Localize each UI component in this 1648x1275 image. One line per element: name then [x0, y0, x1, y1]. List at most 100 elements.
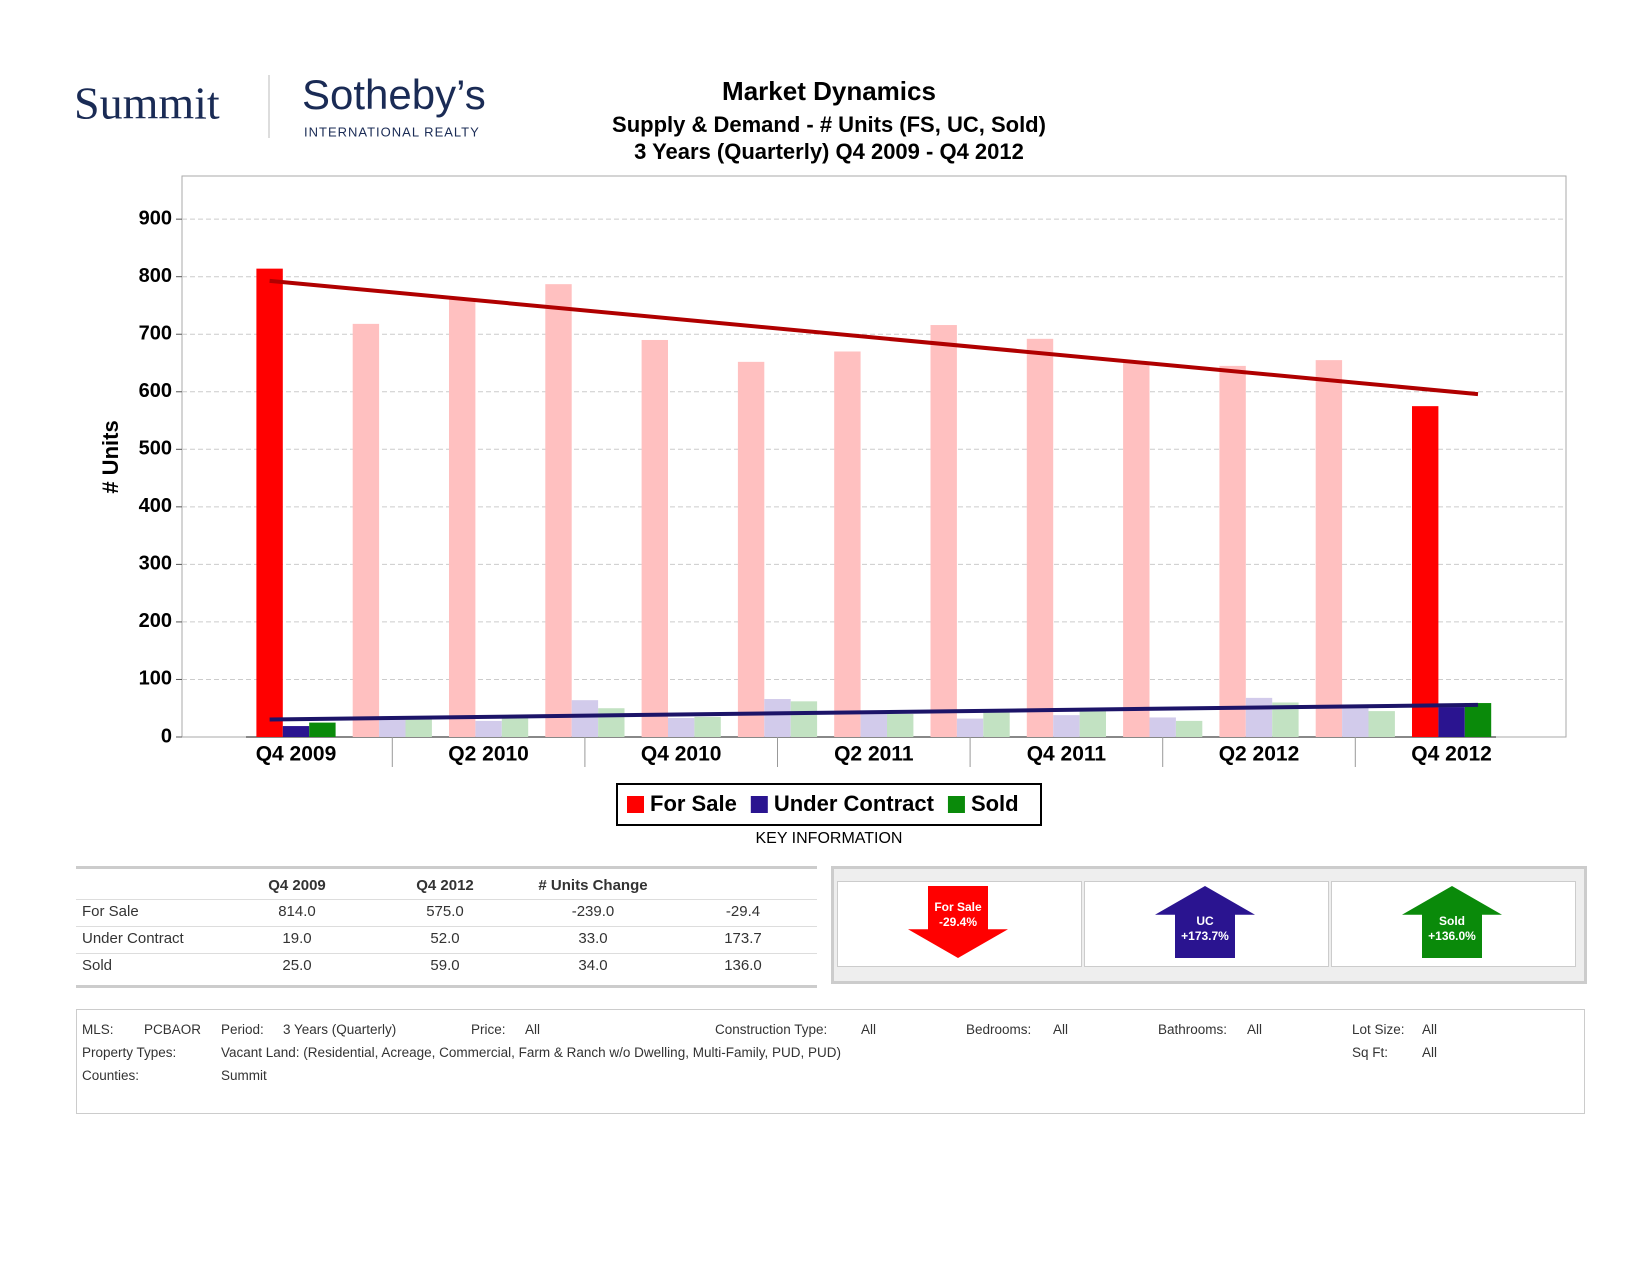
filter-value: All: [1422, 1022, 1438, 1037]
bar: [571, 700, 599, 737]
row-line: [76, 926, 817, 927]
key-change: +173.7%: [1181, 929, 1229, 943]
x-tick-label: Q4 2011: [1027, 743, 1107, 766]
bar: [1053, 715, 1080, 737]
bar: [790, 701, 818, 737]
x-tick-label: Q4 2009: [256, 743, 337, 766]
filter-value: Summit: [221, 1068, 267, 1083]
plot-frame: [181, 175, 1567, 738]
bar: [545, 284, 572, 737]
bar: [501, 716, 529, 737]
filter-label: Lot Size:: [1352, 1022, 1405, 1037]
table-header: # Units Change: [538, 877, 648, 894]
table-cell: 34.0: [578, 957, 608, 974]
table-cell: For Sale: [82, 903, 139, 920]
y-tick-label: 900: [139, 207, 172, 229]
key-label: Sold: [1439, 914, 1465, 928]
bar: [930, 325, 957, 737]
legend-label: For Sale: [650, 791, 737, 816]
x-tick-label: Q2 2010: [448, 743, 529, 766]
trend-line: [269, 702, 1479, 722]
chart-subtitle: Supply & Demand - # Units (FS, UC, Sold): [612, 112, 1046, 137]
row-line: [76, 899, 817, 900]
bar: [282, 726, 310, 737]
key-change: +136.0%: [1428, 929, 1476, 943]
bar: [1219, 365, 1246, 737]
table-cell: Sold: [82, 957, 113, 974]
key-label: UC: [1196, 914, 1214, 928]
y-tick-label: 200: [139, 610, 172, 632]
legend-label: Sold: [971, 791, 1019, 816]
bar: [1342, 707, 1369, 737]
bar: [475, 720, 502, 737]
table-cell: 173.7: [724, 930, 762, 947]
bar: [1245, 697, 1273, 737]
table-cell: -239.0: [571, 903, 615, 920]
filter-value: 3 Years (Quarterly): [283, 1022, 397, 1037]
key-title: KEY INFORMATION: [756, 830, 903, 847]
legend-label: Under Contract: [774, 791, 935, 816]
y-tick-label: 600: [139, 380, 172, 402]
filters: [76, 1009, 1585, 1114]
bar: [598, 708, 625, 737]
x-tick-label: Q4 2010: [641, 743, 722, 766]
bar: [1315, 360, 1343, 737]
bar: [449, 298, 476, 737]
filter-label: Bedrooms:: [966, 1022, 1032, 1037]
bar: [379, 716, 406, 737]
filter-value: All: [861, 1022, 877, 1037]
bar: [256, 268, 283, 737]
bar: [1123, 363, 1150, 737]
bar: [1175, 720, 1203, 737]
table-cell: 19.0: [282, 930, 312, 947]
filter-label: Sq Ft:: [1352, 1045, 1389, 1060]
table-cell: 52.0: [430, 930, 460, 947]
bar: [668, 718, 695, 737]
filter-label: Construction Type:: [715, 1022, 828, 1037]
chart-title: Market Dynamics: [722, 76, 936, 106]
filter-label: Price:: [471, 1022, 506, 1037]
table-cell: 136.0: [724, 957, 762, 974]
filter-value: Vacant Land: (Residential, Acreage, Comm…: [221, 1045, 841, 1060]
bar: [1464, 703, 1492, 737]
bar: [764, 699, 791, 737]
table-cell: 33.0: [578, 930, 608, 947]
table-cell: 59.0: [430, 957, 460, 974]
chart-subtitle: 3 Years (Quarterly) Q4 2009 - Q4 2012: [634, 139, 1024, 164]
bar: [834, 351, 861, 737]
bar: [694, 716, 721, 737]
y-tick-label: 500: [139, 438, 172, 460]
logo: Sotheby’s: [302, 71, 486, 118]
bar: [860, 713, 887, 737]
table-cell: -29.4: [725, 903, 761, 920]
bar: [983, 711, 1010, 737]
legend: [616, 783, 1042, 826]
logo-sub: INTERNATIONAL REALTY: [304, 124, 480, 139]
filter-label: Period:: [221, 1022, 264, 1037]
table-cell: Under Contract: [82, 930, 184, 947]
bar: [1026, 338, 1054, 737]
y-tick-label: 400: [139, 495, 172, 517]
bar: [1149, 717, 1176, 737]
filter-value: All: [1422, 1045, 1438, 1060]
filter-value: All: [1053, 1022, 1069, 1037]
bar: [641, 339, 668, 737]
trend-line: [269, 278, 1479, 397]
brand: Summit: [74, 78, 220, 129]
key-change: -29.4%: [938, 915, 978, 929]
bar: [309, 722, 336, 737]
table: [76, 866, 817, 988]
legend-swatch: [627, 796, 644, 813]
filter-label: MLS:: [82, 1022, 114, 1037]
x-tick-label: Q2 2011: [834, 743, 914, 766]
filter-label: Property Types:: [82, 1045, 177, 1060]
key-label: For Sale: [934, 900, 982, 914]
bar: [956, 718, 984, 737]
x-tick-label: Q2 2012: [1219, 743, 1300, 766]
y-axis-label: # Units: [98, 420, 123, 493]
legend-swatch: [750, 796, 768, 813]
legend-swatch: [947, 796, 965, 813]
filter-value: All: [525, 1022, 541, 1037]
bar: [1412, 406, 1439, 737]
